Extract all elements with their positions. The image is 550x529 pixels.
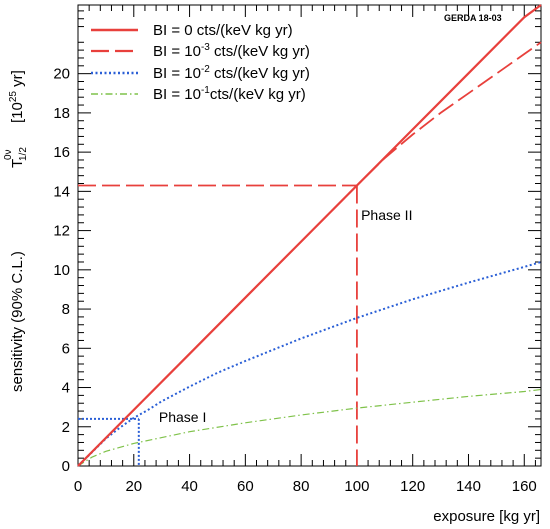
x-tick-label: 40: [181, 478, 198, 495]
legend-label: BI = 10-3 cts/(keV kg yr): [153, 42, 310, 60]
legend: BI = 0 cts/(keV kg yr) BI = 10-3 cts/(keV…: [91, 22, 310, 103]
y-tick-label: 14: [53, 183, 70, 200]
y-axis-label-sup: 0ν: [3, 149, 14, 160]
plot-frame: [77, 4, 542, 467]
x-tick-label: 160: [512, 478, 537, 495]
x-tick-label: 100: [344, 478, 369, 495]
y-tick-label: 12: [53, 223, 70, 240]
y-axis-label-symbol: T: [9, 159, 26, 168]
y-tick-label: 6: [62, 340, 70, 357]
y-tick-label: 20: [53, 66, 70, 83]
y-tick-label: 10: [53, 262, 70, 279]
series-line: [77, 41, 542, 467]
y-axis-unit-base: [10: [9, 102, 26, 123]
annotation-label: Phase I: [159, 409, 206, 425]
chart-tag: GERDA 18-03: [444, 13, 502, 23]
legend-label: BI = 10-1cts/(keV kg yr): [153, 85, 306, 103]
y-tick-label: 0: [62, 458, 70, 475]
y-axis-label-unit: [1025 yr]: [8, 70, 26, 123]
x-tick-label: 120: [400, 478, 425, 495]
x-tick-label: 0: [74, 478, 82, 495]
y-tick-label: 4: [62, 380, 70, 397]
y-tick-label: 18: [53, 105, 70, 122]
y-axis-unit-end: yr]: [9, 70, 26, 91]
series-line: [77, 388, 542, 467]
series-lines: [77, 4, 542, 467]
legend-label: BI = 0 cts/(keV kg yr): [153, 22, 293, 39]
legend-label: BI = 10-2 cts/(keV kg yr): [153, 64, 310, 82]
annotation-label: Phase II: [361, 207, 412, 223]
x-tick-label: 60: [237, 478, 254, 495]
x-tick-label: 20: [125, 478, 142, 495]
y-tick-label: 8: [62, 301, 70, 318]
y-axis: 0 2 4 6 8 10 12 14 16 18 20: [53, 10, 541, 475]
y-axis-label-sub: 1/2: [18, 147, 29, 161]
y-tick-label: 2: [62, 419, 70, 436]
annotation-lines: [78, 184, 358, 466]
annotation-labels: Phase II Phase I: [159, 207, 413, 425]
y-axis-label-prefix: sensitivity (90% C.L.): [9, 251, 26, 392]
series-line: [77, 4, 542, 467]
x-axis: 0 20 40 60 80 100 120 140 160: [74, 5, 537, 495]
x-tick-label: 140: [456, 478, 481, 495]
x-axis-label: exposure [kg yr]: [433, 508, 540, 525]
y-tick-label: 16: [53, 144, 70, 161]
series-line: [77, 261, 542, 467]
y-axis-unit-exp: 25: [8, 91, 19, 103]
x-tick-label: 80: [293, 478, 310, 495]
